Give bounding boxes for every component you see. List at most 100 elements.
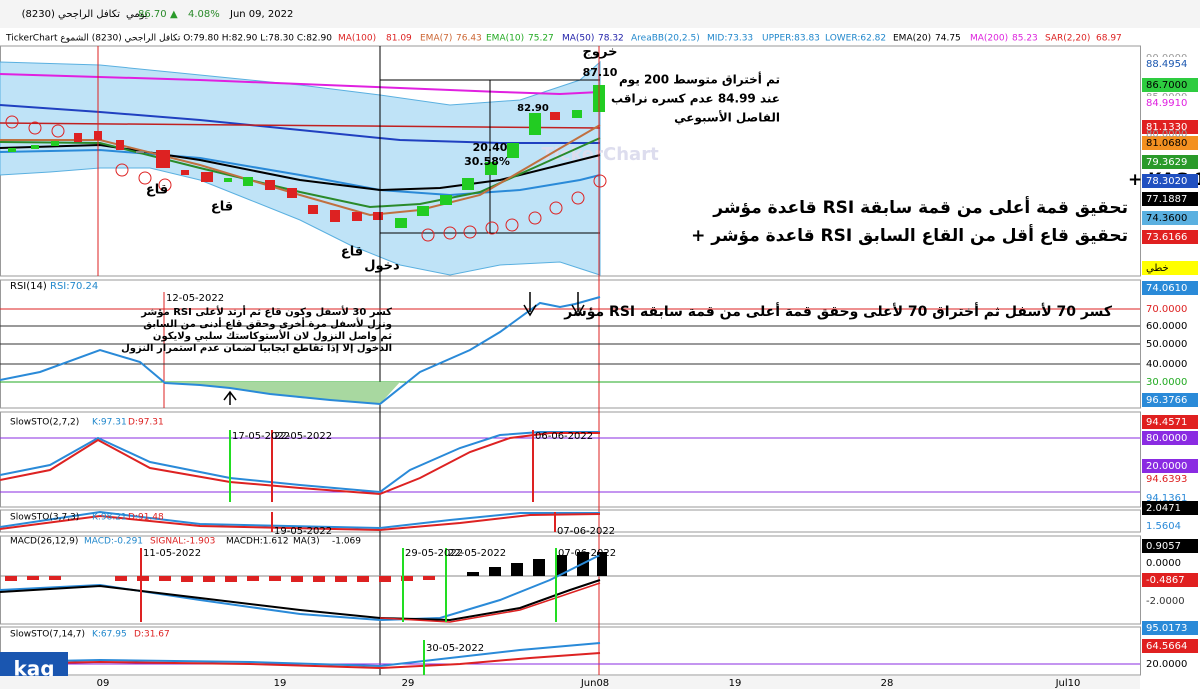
axis-label: 78.3020 (1146, 176, 1187, 187)
axis-label: 1.5604 (1146, 521, 1181, 532)
candle (572, 110, 582, 118)
panel-value: D:31.67 (134, 630, 170, 640)
axis-label: 81.0680 (1146, 138, 1187, 149)
axis-label: 0.9057 (1146, 541, 1181, 552)
ind: 68.97 (1096, 34, 1122, 44)
sar-dot (463, 225, 477, 239)
date-label: 17-05-2022 (232, 431, 290, 442)
x-tick: 09 (97, 678, 110, 689)
candle (417, 206, 429, 216)
annotation: قاع (341, 245, 363, 260)
x-tick: 19 (274, 678, 287, 689)
sar-dot (443, 226, 457, 240)
macd-bar (357, 576, 369, 582)
sar-dot (549, 201, 563, 215)
sto1-panel (0, 411, 1141, 508)
panel-value: MA(3) (293, 537, 320, 547)
rsi-line (0, 296, 601, 406)
period: يومي (126, 9, 148, 20)
axis-label-bg (1142, 573, 1198, 587)
ind: MA(50) (562, 34, 594, 44)
panel-title: MACD(26,12,9) (10, 537, 78, 547)
sar-dot (51, 124, 65, 138)
axis-label-bg (1142, 211, 1198, 225)
candle (550, 112, 560, 120)
candle (287, 188, 297, 198)
note: تم أختراق متوسط 200 يوم (619, 72, 780, 88)
ma100-line (0, 122, 601, 129)
annotation: خروج (583, 45, 618, 60)
axis-label: 88.4954 (1146, 59, 1187, 70)
axis-label: 30.0000 (1146, 377, 1187, 388)
date: Jun 09, 2022 (229, 9, 293, 20)
axis-label: 64.5664 (1146, 641, 1187, 652)
panel-value: K:97.31 (92, 418, 127, 428)
ind: 85.23 (1012, 34, 1038, 44)
macd-bar (379, 576, 391, 582)
axis-label: -2.0000 (1146, 596, 1185, 607)
sar-dot (485, 221, 499, 235)
candle (116, 140, 124, 150)
annotation: 20.40 (473, 141, 508, 154)
axis-label-bg (1142, 459, 1198, 473)
rsi-comment: مؤشر RSI كسر 70 لأسفل ثم أختراق 70 لأعلى… (563, 302, 1113, 320)
change: 4.08% (188, 9, 220, 20)
candle (265, 180, 275, 190)
axis-label-bg (1142, 96, 1198, 110)
axis-label: 84.9910 (1146, 98, 1187, 109)
macd-bar (291, 576, 303, 582)
axis-label: 74.3600 (1146, 213, 1187, 224)
panel-value: K:98.21 (92, 513, 127, 523)
axis-label: 95.0173 (1146, 623, 1187, 634)
ind: 76.43 (456, 34, 482, 44)
axis-label: 20.0000 (1146, 659, 1187, 670)
candle (352, 212, 362, 221)
sto2-panel (0, 509, 1141, 533)
date-label: 30-05-2022 (426, 643, 484, 654)
axis-label-bg (1142, 415, 1198, 429)
axis-label: 96.3766 (1146, 395, 1187, 406)
macd-bar (225, 576, 237, 582)
candle (8, 148, 16, 152)
sar-dot (158, 178, 172, 192)
sar-dot (505, 218, 519, 232)
candle (136, 151, 144, 153)
axis-label: 40.0000 (1146, 359, 1187, 370)
axis-label-bg (1142, 261, 1198, 275)
macd-bar (423, 576, 435, 580)
strategy: قاعدة مؤشر RSI تحقيق قمة أعلى من قمة ساب… (712, 196, 1128, 218)
x-axis (0, 676, 1140, 689)
sto-d (0, 652, 601, 670)
panel-value: D:91.48 (128, 513, 164, 523)
axis-label: 70.0000 (1146, 304, 1187, 315)
candle (224, 178, 232, 182)
axis-label-bg (1142, 431, 1198, 445)
ind: AreaBB(20,2.5) (631, 34, 700, 44)
strategy: + قاعدة مؤشر RSI تحقيق قاع أقل من القاع … (691, 224, 1128, 246)
axis-label: 79.3629 (1146, 157, 1187, 168)
candle (181, 170, 189, 175)
note: الفاصل الأسبوعي (674, 110, 780, 126)
axis-label-bg (1142, 155, 1198, 169)
axis-label: 2.0471 (1146, 503, 1181, 514)
x-tick: Jun08 (580, 678, 609, 689)
ind: 74.75 (935, 34, 961, 44)
sto-k (0, 510, 600, 530)
macd-bar (49, 576, 61, 580)
sar-dot (115, 163, 129, 177)
ind: 78.32 (598, 34, 624, 44)
date-label: 07-06-2022 (557, 526, 615, 537)
date-label: 29-05-2022 (405, 548, 463, 559)
x-tick: Jul10 (1055, 678, 1081, 689)
axis-label: 20.0000 (1146, 461, 1187, 472)
annotation: 87.10 (583, 66, 618, 79)
sar-dot (28, 121, 42, 135)
panel-title: SlowSTO(2,7,2) (10, 418, 79, 428)
candle (507, 143, 519, 158)
candle (395, 218, 407, 228)
candle (485, 162, 497, 175)
axis-label-bg (1142, 174, 1198, 188)
sto-k (0, 642, 601, 668)
price: 86.70 (138, 9, 167, 20)
sar-dot (593, 174, 607, 188)
